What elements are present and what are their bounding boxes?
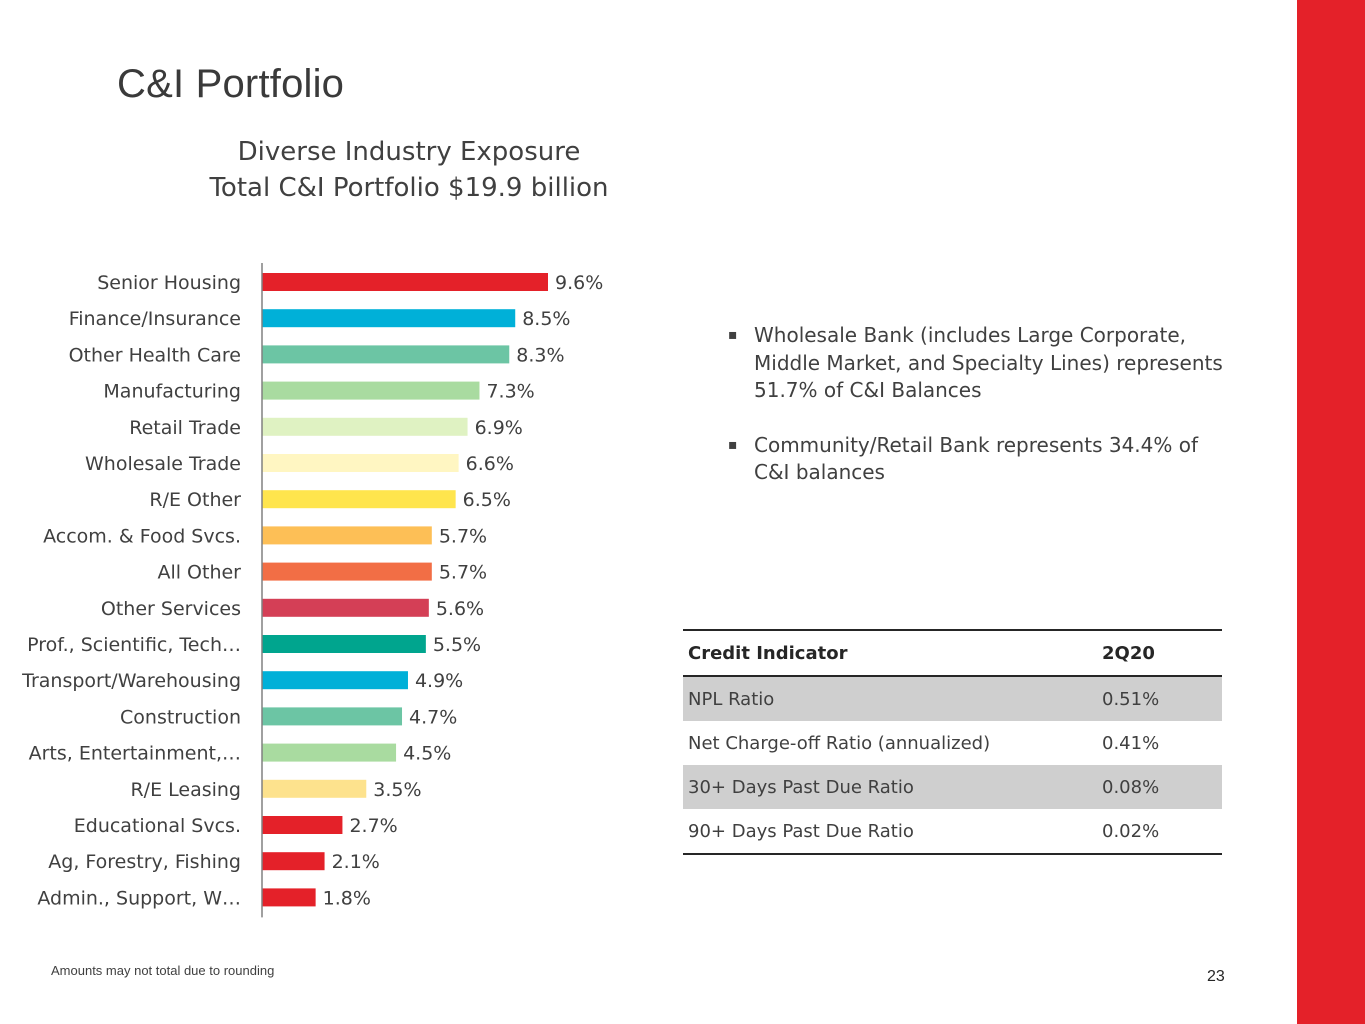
table-cell-value: 0.41% xyxy=(1102,732,1160,754)
category-label: Prof., Scientific, Tech… xyxy=(27,634,241,656)
page-title: C&I Portfolio xyxy=(117,62,345,106)
bar xyxy=(262,309,516,328)
side-accent-stripe xyxy=(1297,0,1365,1024)
bar xyxy=(262,598,429,617)
bar xyxy=(262,635,426,653)
data-label: 8.3% xyxy=(516,344,564,366)
category-label: Construction xyxy=(120,706,241,728)
bar xyxy=(262,743,397,762)
data-label: 6.9% xyxy=(475,417,523,439)
table-cell-label: NPL Ratio xyxy=(683,676,1097,721)
table-cell-value: 0.51% xyxy=(1097,676,1222,721)
category-label: R/E Leasing xyxy=(130,779,241,801)
data-label: 7.3% xyxy=(486,381,534,403)
table-cell-label: 30+ Days Past Due Ratio xyxy=(683,765,1097,809)
credit-indicator-table: Credit Indicator 2Q20 NPL Ratio 0.51% Ne… xyxy=(683,629,1222,855)
data-label: 4.7% xyxy=(409,706,457,728)
bar xyxy=(262,490,456,509)
category-label: Senior Housing xyxy=(97,272,241,294)
bullet-marker-icon: ▪ xyxy=(728,327,738,343)
data-label: 1.8% xyxy=(323,887,371,909)
data-label: 2.7% xyxy=(349,815,397,837)
data-label: 6.6% xyxy=(466,453,514,475)
category-label: Finance/Insurance xyxy=(69,308,241,330)
data-label: 4.5% xyxy=(403,743,451,765)
table-cell-label: 90+ Days Past Due Ratio xyxy=(683,809,1097,855)
bar xyxy=(262,671,408,690)
table-header-value: 2Q20 xyxy=(1097,629,1222,677)
data-label: 5.7% xyxy=(439,525,487,547)
data-label: 9.6% xyxy=(555,272,603,294)
bar xyxy=(262,562,432,581)
data-label: 5.6% xyxy=(436,598,484,620)
category-label: Other Services xyxy=(101,598,241,620)
table-row: Net Charge-off Ratio (annualized) 0.41% xyxy=(683,721,1222,765)
bar xyxy=(262,707,403,726)
category-label: Arts, Entertainment,… xyxy=(29,743,241,765)
bar xyxy=(262,852,325,871)
bar xyxy=(262,526,432,545)
bar xyxy=(262,273,548,291)
category-label: Admin., Support, W… xyxy=(37,887,241,909)
table-header-label: Credit Indicator xyxy=(683,629,1097,677)
bar xyxy=(262,345,510,364)
category-label: Wholesale Trade xyxy=(85,453,241,475)
bar xyxy=(262,381,480,400)
category-label: Accom. & Food Svcs. xyxy=(43,525,241,547)
category-label: Other Health Care xyxy=(69,344,241,366)
table-cell-value: 0.08% xyxy=(1097,765,1222,809)
data-label: 2.1% xyxy=(332,851,380,873)
industry-exposure-bar-chart: Senior Housing 9.6% Finance/Insurance 8.5% O… xyxy=(21,263,603,918)
bar xyxy=(262,417,468,436)
table-row: NPL Ratio 0.51% xyxy=(683,676,1222,721)
data-label: 6.5% xyxy=(463,489,511,511)
category-label: Ag, Forestry, Fishing xyxy=(48,851,241,873)
table-cell-value: 0.02% xyxy=(1097,809,1222,855)
category-label: Manufacturing xyxy=(103,381,241,403)
chart-subtitle-line2: Total C&I Portfolio $19.9 billion xyxy=(209,173,609,203)
data-label: 5.5% xyxy=(433,634,481,656)
category-label: Transport/Warehousing xyxy=(21,670,241,692)
bullet-marker-icon: ▪ xyxy=(728,436,738,453)
table-cell-label: Net Charge-off Ratio (annualized) xyxy=(688,732,991,754)
table-row: 90+ Days Past Due Ratio 0.02% xyxy=(683,809,1222,855)
category-label: Educational Svcs. xyxy=(74,815,241,837)
bullet-item-community: ▪ Community/Retail Bank represents 34.4%… xyxy=(728,432,1228,487)
table-header-row: Credit Indicator 2Q20 xyxy=(683,629,1222,677)
bar xyxy=(262,888,316,907)
footnote: Amounts may not total due to rounding xyxy=(51,963,275,978)
category-label: R/E Other xyxy=(149,489,241,511)
category-label: Retail Trade xyxy=(129,417,241,439)
table-row: 30+ Days Past Due Ratio 0.08% xyxy=(683,765,1222,809)
bar xyxy=(262,779,367,798)
data-label: 5.7% xyxy=(439,562,487,584)
data-label: 3.5% xyxy=(373,779,421,801)
data-label: 8.5% xyxy=(522,308,570,330)
bar xyxy=(262,454,459,472)
page-number: 23 xyxy=(1207,968,1225,985)
category-label: All Other xyxy=(157,562,241,584)
data-label: 4.9% xyxy=(415,670,463,692)
bullet-text: Wholesale Bank (includes Large Corporate… xyxy=(754,323,1223,402)
bullet-text: Community/Retail Bank represents 34.4% o… xyxy=(754,432,1199,485)
bullet-list: ▪ Wholesale Bank (includes Large Corpora… xyxy=(728,322,1228,514)
bar xyxy=(262,816,343,834)
bullet-item-wholesale: ▪ Wholesale Bank (includes Large Corpora… xyxy=(728,322,1228,405)
chart-subtitle-line1: Diverse Industry Exposure xyxy=(237,137,581,167)
